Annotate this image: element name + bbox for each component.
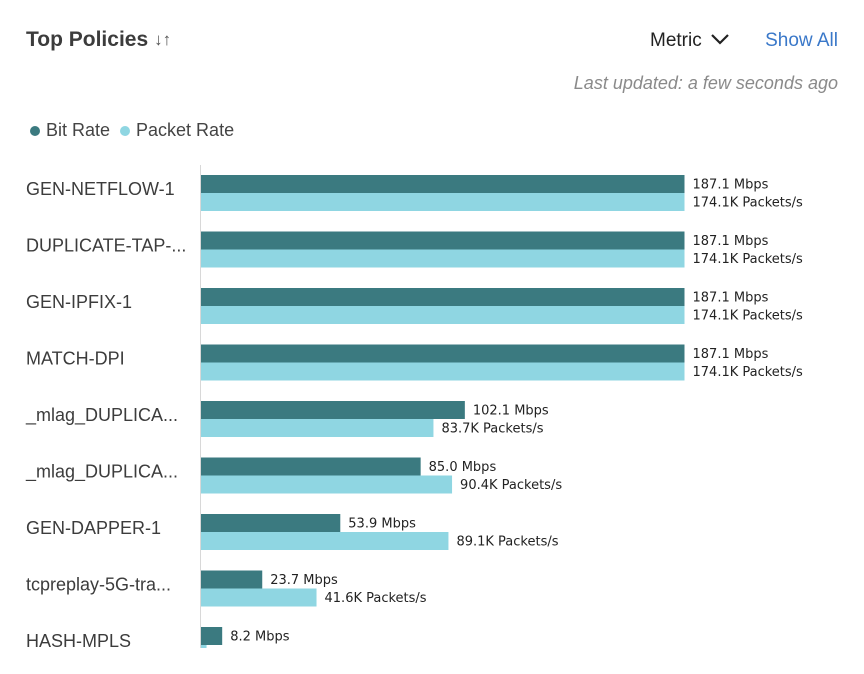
metric-dropdown-label: Metric (650, 30, 702, 51)
packet-rate-bar (201, 532, 449, 550)
bit-rate-value-label: 187.1 Mbps (693, 234, 769, 249)
metric-dropdown[interactable]: Metric (650, 30, 730, 52)
packet-rate-value-label: 174.1K Packets/s (693, 309, 804, 324)
show-all-link[interactable]: Show All (765, 30, 838, 51)
legend-label-packet-rate: Packet Rate (136, 120, 235, 140)
chart-legend: Bit Rate Packet Rate (30, 120, 244, 141)
category-label: GEN-DAPPER-1 (26, 518, 161, 538)
category-label: tcpreplay-5G-tra... (26, 575, 171, 595)
bit-rate-bar (201, 231, 685, 250)
bit-rate-bar (201, 627, 223, 645)
legend-label-bit-rate: Bit Rate (46, 120, 111, 140)
last-updated-text: Last updated: a few seconds ago (573, 73, 838, 93)
packet-rate-bar (201, 306, 685, 324)
category-label: HASH-MPLS (26, 631, 131, 648)
bit-rate-value-label: 53.9 Mbps (348, 517, 416, 532)
category-label: _mlag_DUPLICA... (25, 405, 178, 426)
packet-rate-bar (201, 645, 207, 648)
legend-item-bit-rate[interactable]: Bit Rate (30, 120, 110, 141)
category-label: GEN-NETFLOW-1 (26, 179, 175, 199)
category-label: _mlag_DUPLICA... (25, 462, 178, 483)
packet-rate-bar (201, 249, 685, 268)
legend-item-packet-rate[interactable]: Packet Rate (120, 120, 234, 141)
bit-rate-bar (201, 175, 685, 193)
bit-rate-bar (201, 401, 465, 419)
bit-rate-value-label: 85.0 Mbps (429, 460, 497, 475)
sort-arrows-icon[interactable]: ↓↑ (154, 30, 172, 49)
category-label: GEN-IPFIX-1 (26, 292, 132, 312)
bit-rate-value-label: 187.1 Mbps (693, 291, 769, 306)
legend-dot-bit-rate (30, 125, 40, 136)
bit-rate-bar (201, 344, 685, 363)
panel-title: Top Policies (26, 28, 149, 51)
legend-dot-packet-rate (120, 125, 131, 136)
bit-rate-bar (201, 514, 341, 532)
bar-chart: GEN-NETFLOW-1 187.1 Mbps 174.1K Packets/s D… (25, 165, 804, 648)
packet-rate-value-label: 41.6K Packets/s (325, 591, 427, 606)
bit-rate-value-label: 102.1 Mbps (473, 404, 549, 419)
bit-rate-bar (201, 457, 421, 476)
packet-rate-value-label: 174.1K Packets/s (693, 196, 804, 211)
packet-rate-bar (201, 419, 434, 437)
bit-rate-bar (201, 570, 263, 589)
bit-rate-value-label: 8.2 Mbps (230, 630, 290, 645)
packet-rate-bar (201, 475, 453, 494)
packet-rate-value-label: 90.4K Packets/s (460, 478, 562, 493)
packet-rate-value-label: 174.1K Packets/s (693, 252, 804, 267)
bit-rate-value-label: 187.1 Mbps (693, 347, 769, 362)
bit-rate-bar (201, 288, 685, 306)
packet-rate-value-label: 83.7K Packets/s (441, 422, 543, 437)
packet-rate-bar (201, 193, 685, 211)
bit-rate-value-label: 23.7 Mbps (270, 573, 338, 588)
bit-rate-value-label: 187.1 Mbps (693, 178, 769, 193)
panel-header: Top Policies ↓↑ (26, 28, 171, 52)
chevron-down-icon (710, 32, 730, 50)
category-label: MATCH-DPI (26, 349, 125, 369)
category-label: DUPLICATE-TAP-... (26, 236, 186, 256)
packet-rate-bar (201, 588, 317, 607)
packet-rate-value-label: 89.1K Packets/s (456, 535, 558, 550)
packet-rate-value-label: 174.1K Packets/s (693, 365, 804, 380)
packet-rate-bar (201, 362, 685, 381)
